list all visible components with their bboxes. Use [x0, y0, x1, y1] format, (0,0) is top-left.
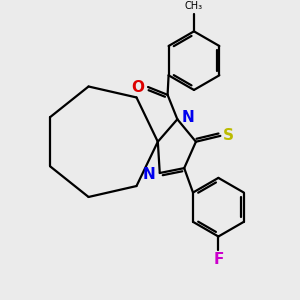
Text: F: F: [213, 252, 224, 267]
Text: O: O: [131, 80, 144, 94]
Text: CH₃: CH₃: [185, 1, 203, 11]
Text: N: N: [143, 167, 156, 182]
Text: S: S: [223, 128, 234, 143]
Text: N: N: [181, 110, 194, 125]
